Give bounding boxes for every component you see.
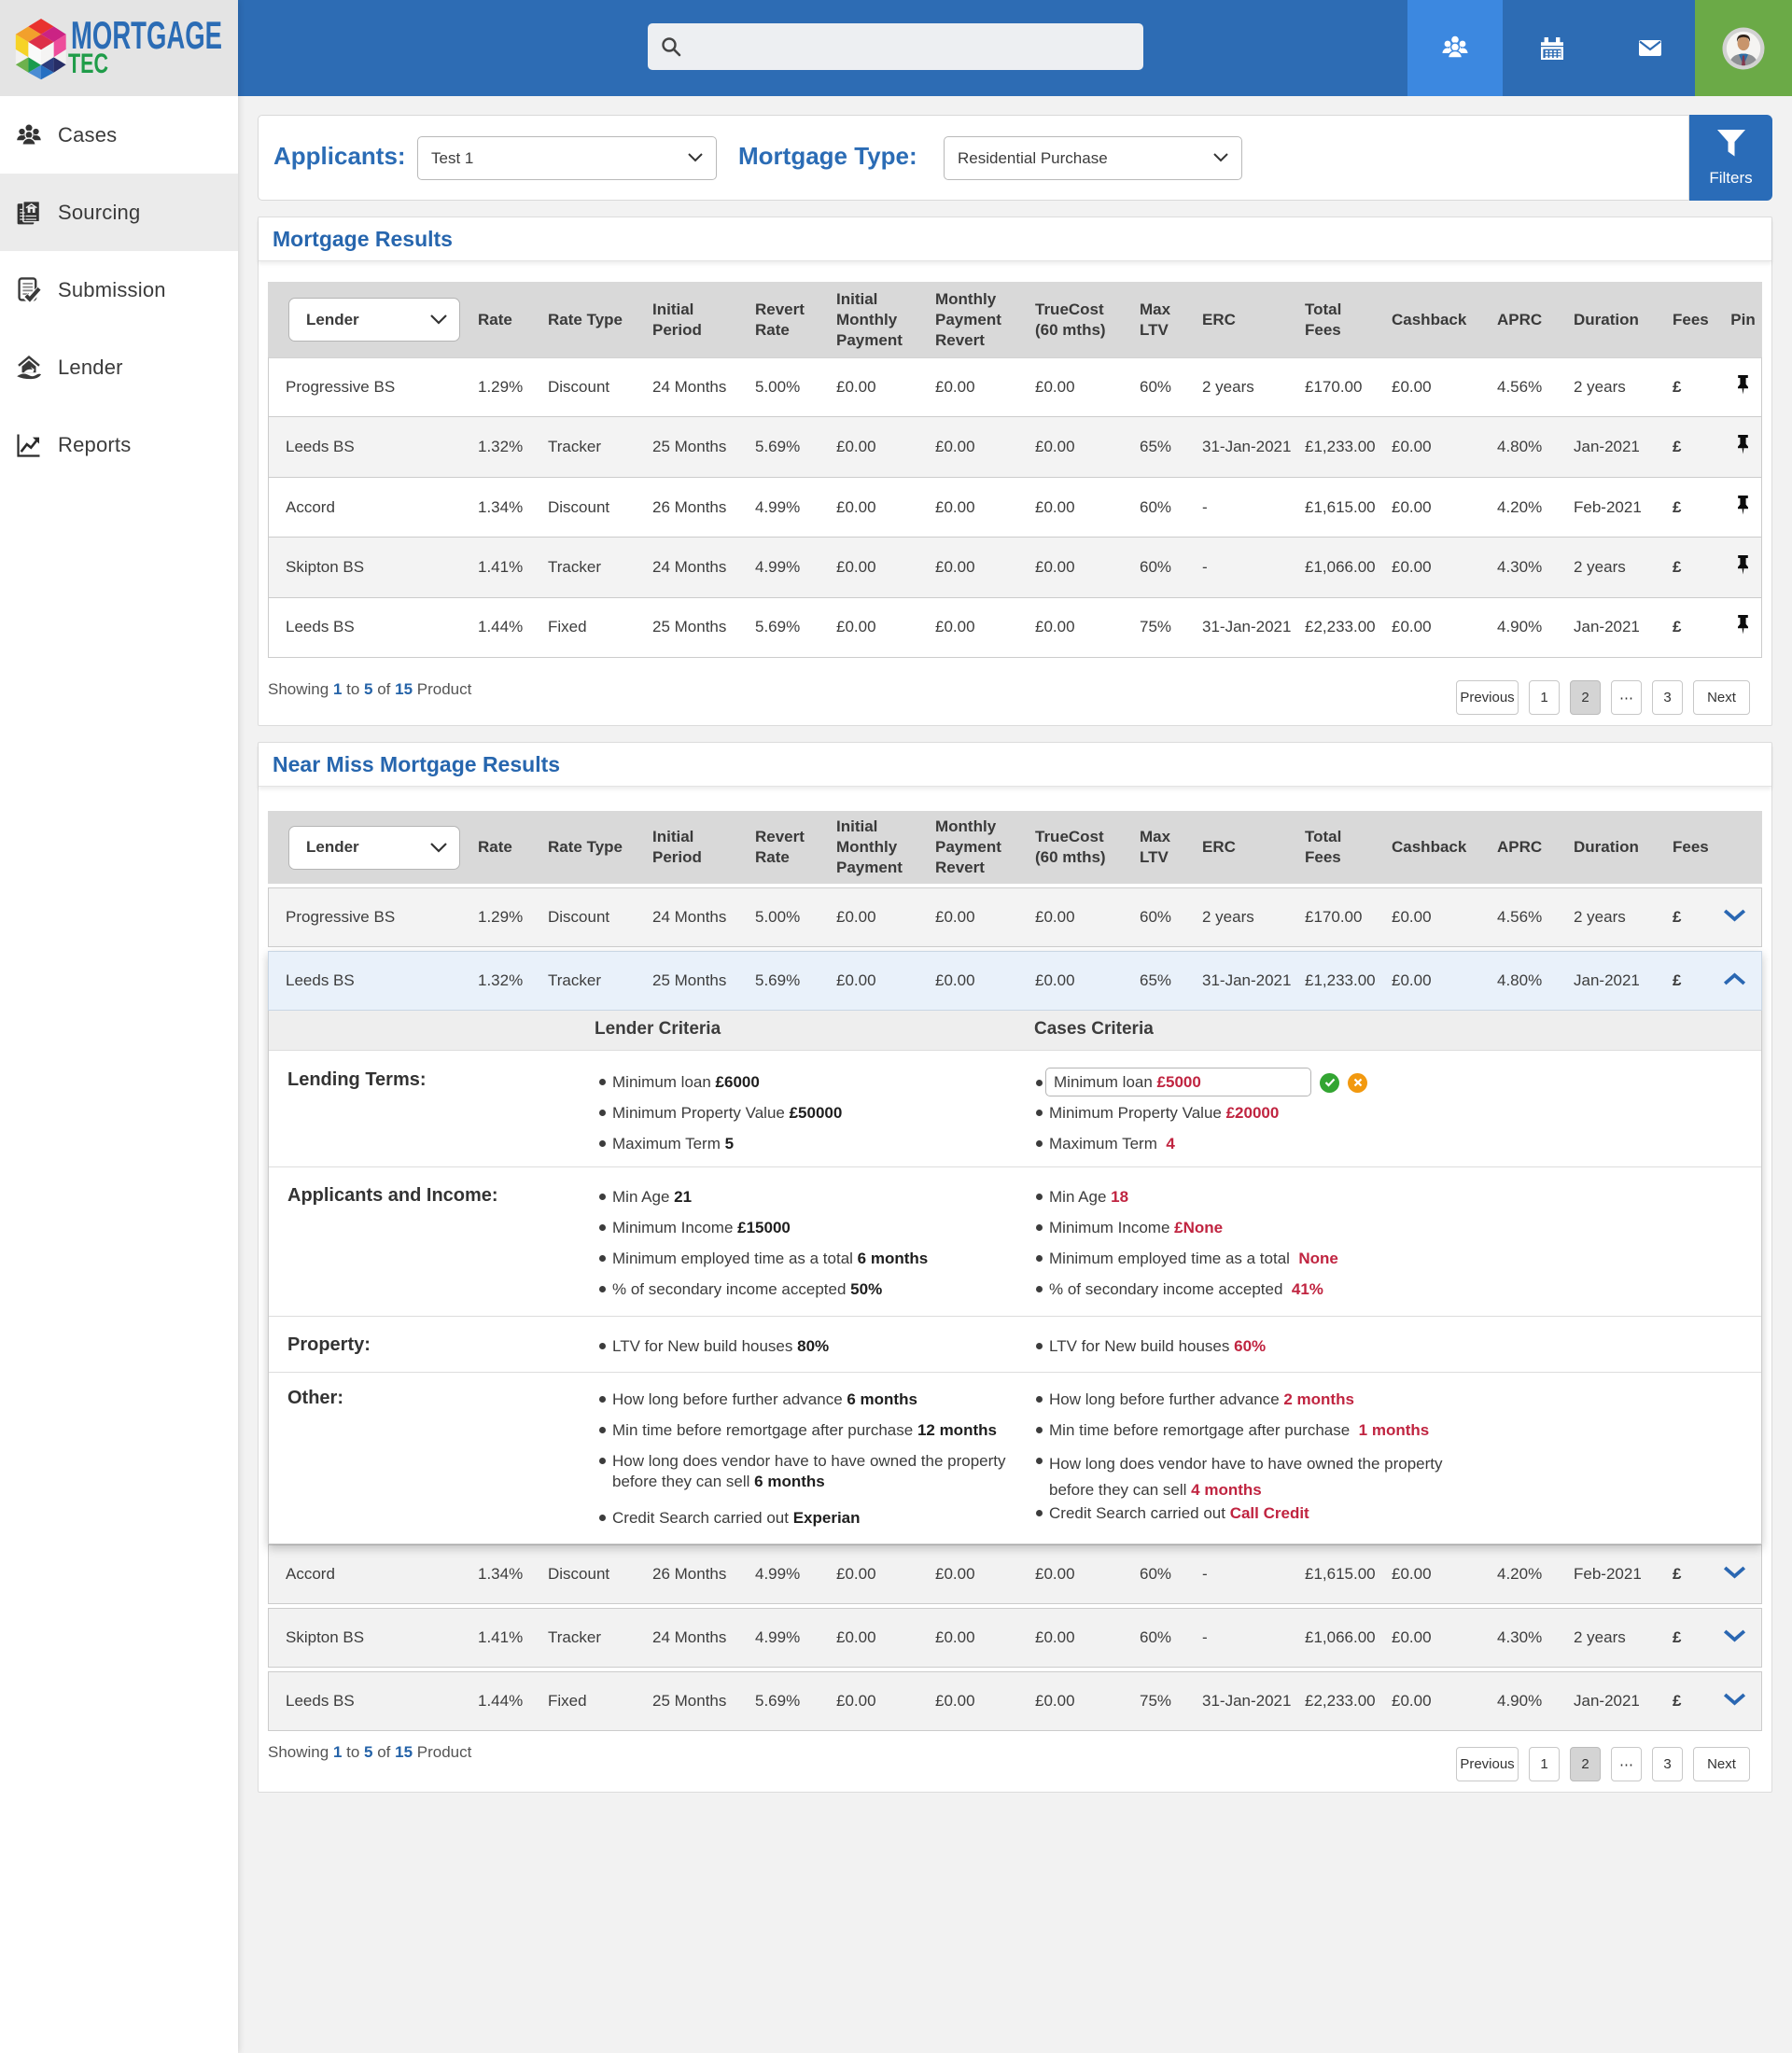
svg-text:TEC: TEC bbox=[68, 49, 108, 79]
svg-text:MORTGAGE: MORTGAGE bbox=[71, 13, 222, 57]
